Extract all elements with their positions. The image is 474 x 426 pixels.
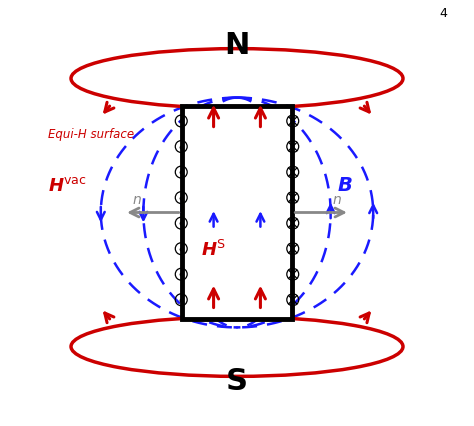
Text: $n$: $n$	[132, 193, 142, 207]
Text: N: N	[224, 31, 250, 60]
Bar	[182, 107, 292, 319]
Text: $\boldsymbol{H}^{\mathrm{S}}$: $\boldsymbol{H}^{\mathrm{S}}$	[201, 239, 226, 259]
Text: $\boldsymbol{B}$: $\boldsymbol{B}$	[337, 176, 353, 195]
Text: S: S	[226, 366, 248, 395]
Text: Equi-H surface: Equi-H surface	[47, 128, 134, 141]
Text: 4: 4	[440, 7, 447, 20]
Text: $n$: $n$	[332, 193, 342, 207]
Text: $\boldsymbol{H}^{\mathrm{vac}}$: $\boldsymbol{H}^{\mathrm{vac}}$	[47, 176, 86, 194]
